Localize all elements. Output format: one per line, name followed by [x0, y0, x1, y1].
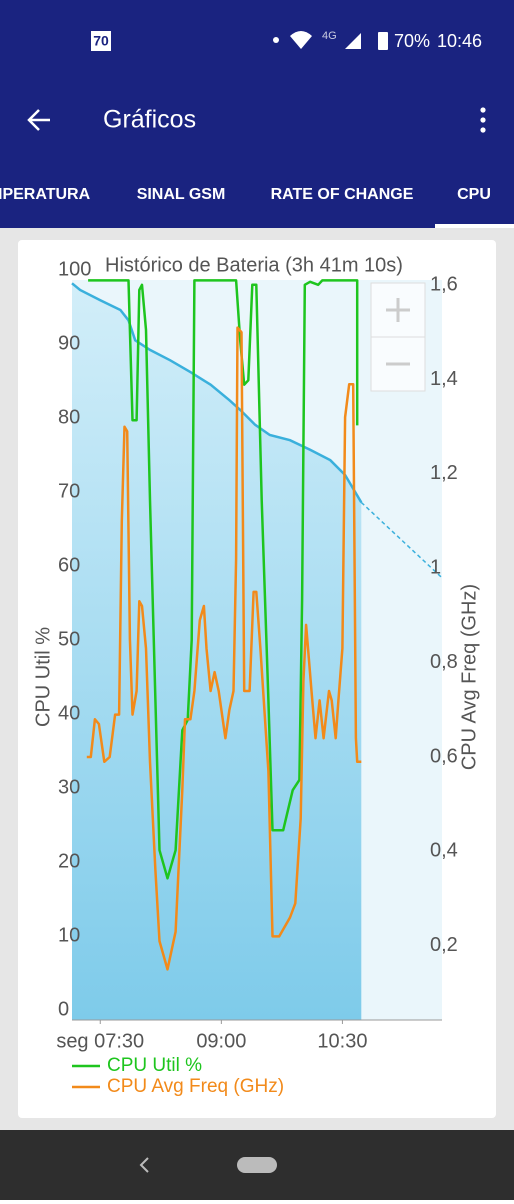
clock: 10:46: [437, 31, 482, 51]
plot: [71, 279, 443, 1020]
y2-tick-label: 1,6: [430, 273, 458, 295]
y2-tick-label: 1: [430, 557, 441, 579]
y-tick-label: 40: [58, 702, 80, 724]
y2-axis-label: CPU Avg Freq (GHz): [458, 584, 480, 770]
y-tick-label: 10: [58, 924, 80, 946]
header: [0, 0, 514, 228]
y2-tick-label: 0,2: [430, 934, 458, 956]
carrier-icon-box: [91, 31, 111, 51]
x-tick-label: 09:00: [196, 1030, 246, 1052]
zoom-controls: [370, 282, 426, 392]
y-tick-label: 100: [58, 258, 91, 280]
series-line: [88, 279, 359, 880]
nav-home[interactable]: [237, 1157, 277, 1173]
wifi-icon: [290, 31, 312, 49]
back-button[interactable]: [27, 109, 50, 131]
signal-icon: [345, 33, 361, 49]
tab[interactable]: IPERATURA: [0, 186, 91, 203]
y-tick-label: 70: [58, 480, 80, 502]
y-axis-label: CPU Util %: [32, 627, 54, 727]
x-tick-label: 10:30: [317, 1030, 367, 1052]
zoom-in-icon: [386, 298, 410, 322]
battery-line: [71, 282, 363, 504]
legend: CPU Util %CPU Avg Freq (GHz): [72, 1055, 284, 1097]
y-tick-label: 90: [58, 332, 80, 354]
battery-area: [72, 283, 362, 1020]
y2-tick-label: 0,4: [430, 840, 458, 862]
y-tick-label: 50: [58, 628, 80, 650]
tab-selected[interactable]: CPU: [457, 186, 491, 203]
y-tick-label: 60: [58, 554, 80, 576]
y2-tick-label: 1,2: [430, 462, 458, 484]
y2-tick-label: 0,8: [430, 651, 458, 673]
overflow-menu[interactable]: [480, 107, 486, 133]
tab[interactable]: SINAL GSM: [137, 186, 226, 203]
carrier-icon: 70: [93, 33, 109, 49]
y-tick-label: 0: [58, 998, 69, 1020]
x-tick-label: seg 07:30: [56, 1030, 144, 1052]
y2-tick-label: 1,4: [430, 368, 458, 390]
battery-projection: [360, 501, 443, 579]
app-title: Gráficos: [103, 106, 196, 134]
y2-tick-label: 0,6: [430, 745, 458, 767]
y-tick-label: 30: [58, 776, 80, 798]
y-tick-label: 80: [58, 406, 80, 428]
series-line: [86, 326, 362, 971]
network-type: 4G: [322, 30, 337, 42]
legend-label: CPU Avg Freq (GHz): [107, 1076, 284, 1097]
battery-icon: [378, 32, 388, 50]
tab-indicator: [435, 224, 514, 228]
y-tick-label: 20: [58, 850, 80, 872]
battery-level: 70%: [394, 31, 430, 51]
legend-label: CPU Util %: [107, 1055, 202, 1076]
tab[interactable]: RATE OF CHANGE: [271, 186, 414, 203]
notification-dot: [273, 37, 279, 43]
nav-back[interactable]: [139, 1157, 149, 1173]
chart-title: Histórico de Bateria (3h 41m 10s): [105, 254, 403, 276]
